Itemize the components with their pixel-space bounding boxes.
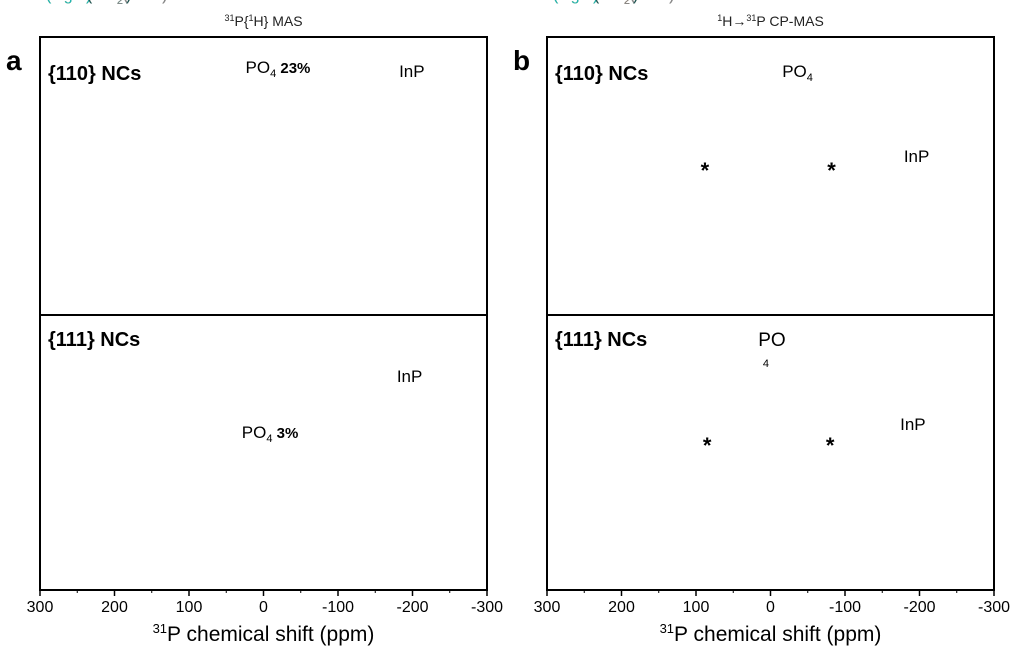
series-label: Tol/Wet-O2 xyxy=(553,0,633,4)
subpanel-1: {111} NCs Tol/Wet-O2(Light)Tol/Wet-O2(Dar… xyxy=(553,0,926,458)
series-label: Tol/Ar(Dark) xyxy=(553,0,638,4)
sideband-asterisk: * xyxy=(826,433,835,458)
series-label: Tol/Wet-O2(Dark) xyxy=(46,0,167,7)
x-tick-label: -100 xyxy=(829,599,861,616)
x-tick-label: 100 xyxy=(176,599,203,616)
inp-label: InP xyxy=(399,62,425,81)
subpanel-0: {110} NCs Tol/Wet-O2(Light)Tol/Wet-O2(Dar… xyxy=(553,0,929,183)
x-tick-label: -200 xyxy=(903,599,935,616)
x-tick-label: -200 xyxy=(396,599,428,616)
series-label-line2: (Light) xyxy=(553,0,598,4)
inp-label: InP xyxy=(904,147,930,166)
x-tick-label: 200 xyxy=(608,599,635,616)
series-label: Tol/Wet-O2 xyxy=(553,0,630,7)
sideband-asterisk: * xyxy=(827,158,836,183)
series-label: Tol/Ar(Dark) xyxy=(553,0,638,4)
po4-label: PO4 xyxy=(782,62,813,84)
series-label-line2: (Light) xyxy=(553,0,598,4)
series-label: Tol/Wet-O2(Dark) xyxy=(553,0,674,7)
subpanel-label: {111} NCs xyxy=(48,329,140,351)
subpanel-1: {111} NCs Tol/Wet-O2(Light)Tol/Wet-O2(Dar… xyxy=(46,0,422,445)
x-tick-label: 0 xyxy=(766,599,775,616)
panel-title: 1H→31P CP-MAS xyxy=(717,13,824,29)
po4-label: PO4 3% xyxy=(242,423,299,445)
panel-letter: a xyxy=(6,45,22,76)
x-tick-label: 100 xyxy=(683,599,710,616)
series-label: Tol/Wet-O2 xyxy=(46,0,123,7)
x-axis-label: 31P chemical shift (ppm) xyxy=(153,621,375,646)
po4-label: PO4 23% xyxy=(246,58,311,80)
panel-frame xyxy=(39,36,488,591)
x-tick-label: -300 xyxy=(978,599,1010,616)
series-label: Tol/Ar(Dark) xyxy=(46,0,131,4)
panel-frame xyxy=(546,36,995,591)
po4-label: PO xyxy=(758,330,785,351)
series-label: Tol/Ar(Dark) xyxy=(46,0,131,4)
x-tick-label: -300 xyxy=(471,599,503,616)
x-tick-label: 300 xyxy=(534,599,561,616)
subpanel-label: {110} NCs xyxy=(555,63,648,85)
x-axis-label: 31P chemical shift (ppm) xyxy=(660,621,882,646)
panel-letter: b xyxy=(513,45,530,76)
sideband-asterisk: * xyxy=(703,433,712,458)
inp-label: InP xyxy=(397,367,423,386)
x-tick-label: -100 xyxy=(322,599,354,616)
sideband-asterisk: * xyxy=(701,158,710,183)
subpanel-label: {110} NCs xyxy=(48,63,141,85)
panel-title: 31P{1H} MAS xyxy=(224,13,302,29)
x-tick-label: 200 xyxy=(101,599,128,616)
series-label: Tol/Wet-O2 xyxy=(46,0,123,7)
series-label: Tol/Wet-O2(Dark) xyxy=(553,0,674,7)
po4-label-sub: 4 xyxy=(763,358,769,370)
x-tick-label: 300 xyxy=(27,599,54,616)
subpanel-0: {110} NCs Tol/Wet-O2(Light)Tol/Wet-O2(Dar… xyxy=(46,0,425,85)
subpanel-label: {111} NCs xyxy=(555,329,647,351)
x-tick-label: 0 xyxy=(259,599,268,616)
inp-label: InP xyxy=(900,415,926,434)
series-label: Tol/Wet-O2(Dark) xyxy=(46,0,167,7)
series-label-line2: (Light) xyxy=(46,0,91,4)
series-label-line2: (Light) xyxy=(46,0,91,4)
panel-a: 31P{1H} MAS a 300 200 100 0 -100 -200 -300 31P ch… xyxy=(6,0,503,646)
panel-b: 1H→31P CP-MAS b 300 200 100 0 -100 -200 -300 31P … xyxy=(513,0,1010,646)
